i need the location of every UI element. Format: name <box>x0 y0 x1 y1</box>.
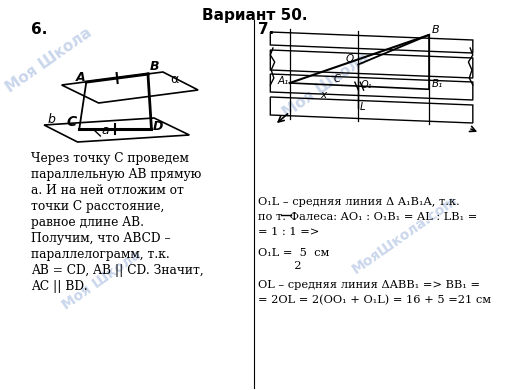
Text: OL – средняя линия ΔABB₁ => BB₁ =: OL – средняя линия ΔABB₁ => BB₁ = <box>258 280 480 290</box>
Text: a: a <box>102 124 109 137</box>
Text: A: A <box>76 71 85 84</box>
Text: O₁L – средняя линия Δ A₁B₁A, т.к.: O₁L – средняя линия Δ A₁B₁A, т.к. <box>258 197 460 207</box>
Text: A₁: A₁ <box>277 76 289 86</box>
Text: O₁: O₁ <box>360 80 371 90</box>
Text: O: O <box>346 55 354 64</box>
Text: C: C <box>334 74 340 84</box>
Text: точки C расстояние,: точки C расстояние, <box>31 200 164 213</box>
Text: α: α <box>170 73 178 86</box>
Text: Моя Школа: Моя Школа <box>280 50 371 120</box>
Text: параллельную AB прямую: параллельную AB прямую <box>31 168 201 181</box>
Text: Через точку C проведем: Через точку C проведем <box>31 152 189 165</box>
Text: AB = CD, AB || CD. Значит,: AB = CD, AB || CD. Значит, <box>31 264 204 277</box>
Text: B: B <box>431 25 439 35</box>
Text: = 1 : 1 =>: = 1 : 1 => <box>258 227 320 237</box>
Text: 7.: 7. <box>258 22 274 37</box>
Text: D: D <box>153 120 164 133</box>
Text: Моя Школа: Моя Школа <box>3 25 94 95</box>
Text: Моя Школа: Моя Школа <box>59 248 143 312</box>
Text: параллелограмм, т.к.: параллелограмм, т.к. <box>31 248 169 261</box>
Text: равное длине AB.: равное длине AB. <box>31 216 144 229</box>
Text: Вариант 50.: Вариант 50. <box>202 8 307 23</box>
Text: = 2OL = 2(OO₁ + O₁L) = 16 + 5 =21 см: = 2OL = 2(OO₁ + O₁L) = 16 + 5 =21 см <box>258 295 491 305</box>
Text: 2: 2 <box>258 261 301 271</box>
Text: B: B <box>150 60 159 73</box>
Text: B₁: B₁ <box>431 79 443 89</box>
Text: 6.: 6. <box>31 22 47 37</box>
Text: МояШкола.com: МояШкола.com <box>350 193 461 277</box>
Text: C: C <box>67 115 77 129</box>
Text: a. И на ней отложим от: a. И на ней отложим от <box>31 184 184 197</box>
Text: x: x <box>321 90 327 100</box>
Text: Получим, что ABCD –: Получим, что ABCD – <box>31 232 170 245</box>
Text: AC || BD.: AC || BD. <box>31 280 88 293</box>
Text: по т. Фалеса: AO₁ : O₁B₁ = AL : LB₁ =: по т. Фалеса: AO₁ : O₁B₁ = AL : LB₁ = <box>258 212 477 222</box>
Text: O₁L =  5  см: O₁L = 5 см <box>258 248 329 258</box>
Text: b: b <box>48 113 55 126</box>
Text: L: L <box>360 103 366 112</box>
